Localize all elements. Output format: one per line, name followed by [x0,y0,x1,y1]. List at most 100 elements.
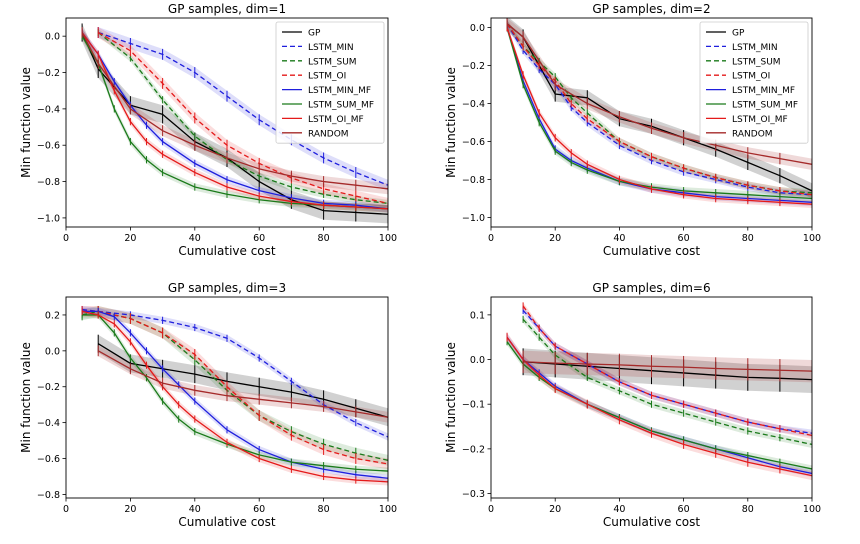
series-line-lstm-oi [522,305,812,437]
y-tick-label: −0.2 [37,68,60,79]
x-tick-label: 80 [318,504,330,515]
x-tick-label: 0 [63,233,69,244]
y-tick-label: 0.0 [470,23,485,34]
chart-title: GP samples, dim=6 [592,281,710,295]
legend-label: LSTM_OI [308,72,346,82]
x-tick-label: 100 [803,233,821,244]
line-group [81,305,388,486]
series-line-lstm-sum-mf [82,314,388,472]
subplot-1: 0 20 40 60 80 100 0.0 −0.2 −0.4 −0.6 −0.8 −1.0 GP sa… [19,2,397,258]
band-lstm-min [98,27,388,191]
y-tick-label: −0.8 [37,490,60,501]
series-line-lstm-min [97,31,388,186]
y-tick-label: −0.6 [37,454,60,465]
series-line-lstm-sum-mf [506,341,812,470]
axes-frame [65,296,389,499]
series-line-gp [523,361,812,381]
x-tick-label: 20 [549,504,561,515]
y-tick-label: −0.8 [462,175,485,186]
band-lstm-sum [82,305,388,466]
band-random [507,18,812,170]
x-tick-label: 60 [253,504,265,515]
x-tick-label: 40 [189,504,201,515]
series-line-lstm-sum [97,32,388,205]
series-line-random [523,361,812,372]
legend-label: LSTM_MIN_MF [732,86,795,96]
x-tick-label: 60 [253,233,265,244]
legend-label: LSTM_MIN_MF [308,86,371,96]
x-tick-label: 40 [189,233,201,244]
x-tick-label: 80 [318,233,330,244]
legend-label: LSTM_OI_MF [308,115,364,125]
series-line-random [97,350,388,418]
y-tick-label: −0.4 [37,418,60,429]
legend-label: LSTM_OI [732,72,770,82]
series-line-lstm-oi-mf [81,310,388,483]
x-tick-label: 100 [379,504,397,515]
band-gp [523,348,812,394]
y-tick-label: −1.0 [462,213,485,224]
y-axis-label: Min function value [444,67,458,178]
y-tick-label: −0.2 [37,382,60,393]
line-group [81,23,388,224]
chart-title: GP samples, dim=2 [592,2,710,16]
band-lstm-oi [98,27,388,209]
legend: GP LSTM_MIN LSTM_SUM LSTM_OI LSTM_MIN_MF LSTM… [699,21,809,144]
axes-frame [490,17,813,228]
subplot-3: 0 20 40 60 80 100 0.2 0.0 −0.2 −0.4 −0.6 −0.8 GP sam… [19,281,397,529]
x-tick-label: 20 [124,233,136,244]
y-axis-label: Min function value [19,342,33,453]
legend-label: LSTM_SUM_MF [732,101,798,111]
band-lstm-sum [507,19,812,197]
y-axis-label: Min function value [19,67,33,178]
series-line-lstm-oi-mf [506,336,812,477]
line-group [506,18,812,208]
y-tick-label: 0.1 [470,310,485,321]
x-tick-label: 100 [803,504,821,515]
x-tick-label: 0 [63,504,69,515]
chart-title: GP samples, dim=1 [168,2,286,16]
legend-label: LSTM_SUM [308,57,357,67]
legend-label: LSTM_MIN [732,43,778,53]
x-axis-label: Cumulative cost [603,515,700,529]
y-tick-label: −0.6 [37,141,60,152]
band-lstm-sum-mf [507,338,812,473]
legend-box [275,21,385,144]
legend-label: GP [732,29,745,39]
band-random [98,345,388,423]
legend-label: RANDOM [732,129,773,139]
x-tick-label: 0 [488,233,494,244]
y-tick-label: −0.1 [462,400,485,411]
legend-box [699,21,809,144]
band-lstm-oi-mf [507,332,812,481]
axes-frame [65,17,389,228]
band-group [507,302,812,481]
x-tick-label: 60 [678,504,690,515]
x-tick-label: 20 [124,504,136,515]
x-tick-label: 60 [678,233,690,244]
y-tick-label: −0.4 [462,99,485,110]
y-tick-label: −0.8 [37,177,60,188]
x-tick-label: 40 [613,233,625,244]
y-tick-label: −0.4 [37,104,60,115]
subplot-2: 0 20 40 60 80 100 0.0 −0.2 −0.4 −0.6 −0.8 −1.0 GP sa… [444,2,821,258]
x-axis-label: Cumulative cost [603,244,700,258]
y-tick-label: 0.0 [45,346,60,357]
y-tick-label: −0.2 [462,444,485,455]
band-gp [507,18,812,199]
legend-label: LSTM_OI_MF [732,115,788,125]
y-axis-label: Min function value [444,342,458,453]
subplot-4: 0 20 40 60 80 100 0.1 0.0 −0.1 −0.2 −0.3 GP samples… [444,281,821,529]
x-tick-label: 80 [742,504,754,515]
x-tick-label: 100 [379,233,397,244]
band-lstm-oi-mf [82,307,388,486]
band-lstm-sum [98,28,388,208]
band-lstm-sum-mf [82,32,388,213]
legend-label: GP [308,29,321,39]
legend-label: LSTM_SUM_MF [308,101,374,111]
x-tick-label: 40 [613,504,625,515]
legend-label: RANDOM [308,129,349,139]
band-lstm-min [82,305,388,441]
band-gp [98,334,388,427]
